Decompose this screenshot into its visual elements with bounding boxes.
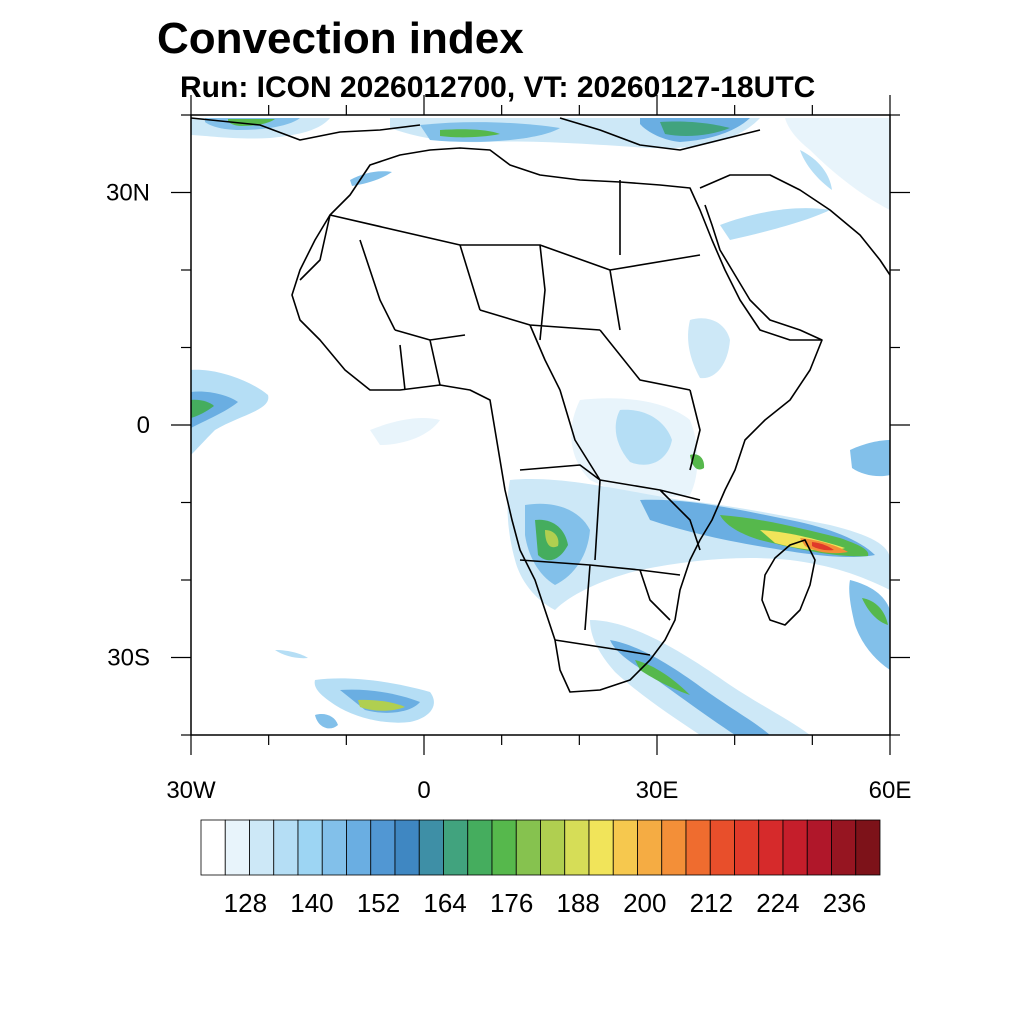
colorbar-swatch (443, 819, 469, 876)
lat-tick-label: 0 (137, 412, 150, 439)
colorbar: 128 140 152 164 176 188 200 212 224 236 (200, 819, 881, 918)
convection-patch (635, 660, 690, 695)
colorbar-swatch (346, 819, 372, 876)
convection-patch (350, 171, 392, 186)
colorbar-swatch (685, 819, 711, 876)
colorbar-swatch (297, 819, 323, 876)
colorbar-swatch (394, 819, 420, 876)
colorbar-swatch (273, 819, 299, 876)
convection-patch (850, 440, 890, 477)
convection-patch (358, 699, 405, 711)
convection-patch (615, 409, 672, 465)
convection-patch (191, 391, 238, 428)
convection-patch (275, 650, 308, 659)
colorbar-swatch (418, 819, 444, 876)
convection-patch (800, 150, 832, 190)
chart-subtitle: Run: ICON 2026012700, VT: 20260127-18UTC (180, 71, 816, 104)
convection-patch (191, 369, 269, 455)
country-border (329, 180, 701, 656)
colorbar-tick-label: 128 (224, 888, 267, 918)
colorbar-swatch (467, 819, 493, 876)
colorbar-swatch (806, 819, 832, 876)
colorbar-swatch (249, 819, 275, 876)
colorbar-swatch (612, 819, 638, 876)
convection-patch (849, 580, 890, 670)
lon-tick-label: 30E (636, 777, 679, 804)
colorbar-tick-label: 164 (423, 888, 466, 918)
convection-patch (862, 598, 888, 625)
lat-tick-label: 30N (106, 180, 150, 207)
coastlines-and-borders (191, 117, 890, 693)
europe-coastline (191, 117, 761, 151)
convection-patch (228, 119, 275, 126)
arabia-coastline (699, 174, 890, 341)
lon-tick-label: 60E (869, 777, 912, 804)
convection-patch (590, 620, 810, 735)
lat-tick-label: 30S (107, 645, 150, 672)
convection-patch (440, 129, 500, 138)
colorbar-swatch (709, 819, 735, 876)
chart-title: Convection index (157, 14, 524, 63)
colorbar-swatch (515, 819, 541, 876)
colorbar-swatch (588, 819, 614, 876)
convection-patch (545, 530, 559, 548)
colorbar-swatch (540, 819, 566, 876)
latitude-axis: 30N 0 30S (106, 114, 910, 736)
colorbar-swatch (200, 819, 226, 876)
colorbar-swatch (758, 819, 784, 876)
colorbar-tick-label: 224 (756, 888, 799, 918)
convection-patch (370, 418, 440, 445)
lon-tick-label: 0 (417, 777, 430, 804)
convection-patch (191, 399, 214, 418)
colorbar-tick-label: 188 (557, 888, 600, 918)
colorbar-tick-label: 140 (290, 888, 333, 918)
convection-patch (660, 121, 730, 136)
lon-tick-label: 30W (166, 777, 216, 804)
colorbar-tick-label: 236 (823, 888, 866, 918)
africa-coastline (291, 147, 823, 693)
colorbar-tick-label: 152 (357, 888, 400, 918)
colorbar-swatch (637, 819, 663, 876)
colorbar-swatch (224, 819, 250, 876)
colorbar-swatch (734, 819, 760, 876)
colorbar-tick-label: 200 (623, 888, 666, 918)
convection-patch (720, 208, 830, 240)
colorbar-swatch (321, 819, 347, 876)
convection-patch (688, 318, 730, 379)
longitude-axis: 30W 0 30E 60E (166, 95, 911, 804)
colorbar-tick-label: 176 (490, 888, 533, 918)
colorbar-swatch (370, 819, 396, 876)
colorbar-swatch (855, 819, 881, 876)
colorbar-swatch (831, 819, 857, 876)
convection-field (191, 118, 890, 735)
map-frame (190, 114, 891, 736)
colorbar-swatch (564, 819, 590, 876)
colorbar-swatch (782, 819, 808, 876)
country-border (299, 214, 466, 391)
colorbar-swatch (661, 819, 687, 876)
convection-patch (785, 118, 890, 210)
convection-patch (315, 714, 338, 729)
convection-patch (610, 640, 770, 735)
colorbar-swatch (491, 819, 517, 876)
convection-patch (812, 542, 834, 551)
madagascar-coastline (761, 539, 816, 626)
colorbar-tick-label: 212 (690, 888, 733, 918)
